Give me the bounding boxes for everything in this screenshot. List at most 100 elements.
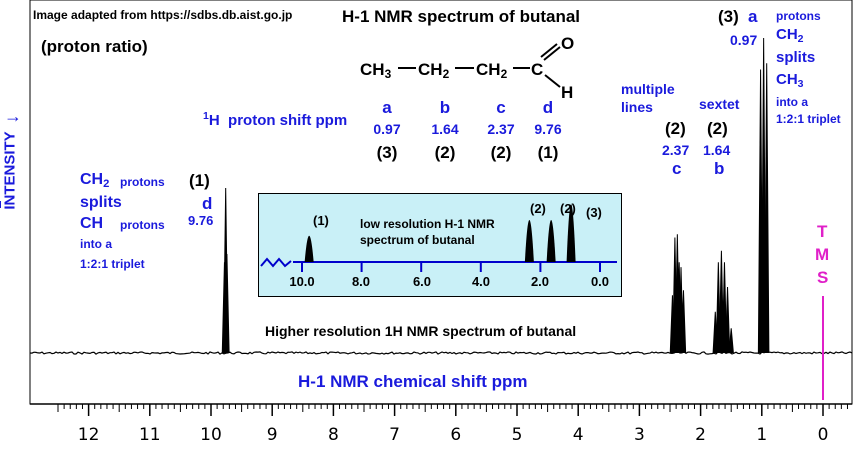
multiple-line1: multiple [621,81,675,97]
inset-tick-label: 10.0 [289,274,315,289]
ald-ch2: CH2 [80,171,110,190]
inset-peaks [304,204,576,262]
shift-letter-d: d [542,98,554,117]
shift-ppm-d: 9.76 [534,121,562,137]
multiple-line2: lines [621,99,653,115]
shift-ratio-b: (2) [434,143,456,162]
shift-ppm-c: 2.37 [487,121,515,137]
tms-t: T [817,222,828,241]
ch2-group-2: CH2 [476,60,508,81]
inset-peak-label: (3) [586,205,602,220]
ald-protons-2: protons [120,218,165,232]
inset-title-line2: spectrum of butanal [360,233,475,247]
proton-ratio-label: (proton ratio) [41,37,148,56]
ald-ch: CH [80,215,104,232]
low-res-inset: low resolution H-1 NMR spectrum of butan… [258,193,622,297]
x-tick-label: 7 [389,425,400,445]
y-axis-label: INTENSITY [1,131,19,210]
shift-table-label: 1H proton shift ppm [203,110,348,129]
sextet-letter: b [714,159,725,178]
methyl-ppm: 0.97 [730,32,758,48]
x-ticks [57,404,848,416]
inset-peak [304,235,314,262]
source-note: Image adapted from https://sdbs.db.aist.… [33,8,293,22]
tms-m: M [815,245,830,264]
x-tick-label: 2 [695,425,706,445]
inset-peak-label: (2) [530,201,546,216]
x-tick-label: 4 [572,425,584,445]
x-axis-label: H-1 NMR chemical shift ppm [298,372,528,391]
shift-ratio-a: (3) [376,143,398,162]
methyl-ratio: (3) [718,7,739,26]
methyl-ch2: CH2 [776,26,804,45]
sextet-label: sextet [699,96,740,112]
shift-ppm-a: 0.97 [373,121,401,137]
inset-tick-label: 0.0 [590,274,610,289]
methyl-triplet: 1:2:1 triplet [776,112,841,126]
y-axis-arrow-icon: → [4,106,22,126]
inset-peak [546,220,556,262]
methyl-splits: splits [776,49,816,66]
carbonyl-oxygen: O [561,34,575,53]
ald-ratio: (1) [189,171,210,190]
inset-tick-label: 8.0 [351,274,371,289]
inset-axis-break-icon [260,257,292,268]
x-tick-label: 12 [77,425,100,445]
ald-letter: d [202,194,213,213]
ch3-group: CH3 [360,60,392,81]
x-tick-label: 10 [200,425,222,445]
shift-letter-a: a [382,98,392,117]
baseline-trace [29,351,853,355]
x-tick-label: 5 [511,425,523,445]
spectrum-peak-line-b [728,328,734,354]
ald-protons-1: protons [120,175,165,189]
methyl-protons: protons [776,9,821,23]
x-tick-label: 3 [633,425,645,445]
ch2-group-1: CH2 [418,60,450,81]
chart-title: H-1 NMR spectrum of butanal [342,7,581,26]
shift-ratio-d: (1) [537,143,559,162]
inset-plot [260,204,617,272]
spectrum-trace [29,37,853,355]
ald-ppm: 9.76 [188,213,214,228]
aldehyde-hydrogen: H [561,83,574,102]
multiple-letter: c [672,159,682,178]
shift-ppm-b: 1.64 [431,121,459,137]
ald-triplet: 1:2:1 triplet [80,257,145,271]
x-tick-label: 8 [327,425,339,445]
x-tick-label: 11 [138,425,161,445]
inset-peak [524,220,534,262]
spectrum-peak-line-d [224,253,230,354]
inset-peak-label: (1) [313,213,329,228]
x-tick-label: 1 [756,425,768,445]
spectrum-peak-line-b [724,286,731,354]
multiple-ppm: 2.37 [662,142,690,158]
x-tick-label: 6 [450,425,462,445]
sextet-ppm: 1.64 [703,142,731,158]
carbonyl-carbon: C [531,60,544,79]
inset-ticks [301,262,601,272]
shift-letter-c: c [496,98,506,117]
ald-into: into a [80,237,112,251]
inset-peak-label: (2) [560,201,576,216]
inset-tick-label: 4.0 [471,274,491,289]
structure-bonds [398,43,561,88]
multiple-ratio: (2) [665,119,686,138]
spectrum-peak-line-c [680,290,687,354]
x-tick-label: 9 [266,425,278,445]
shift-letter-b: b [439,98,451,117]
sextet-ratio: (2) [707,119,728,138]
shift-ratio-c: (2) [490,143,512,162]
higher-res-label: Higher resolution 1H NMR spectrum of but… [265,323,577,339]
inset-tick-label: 2.0 [530,274,550,289]
inset-peak [566,204,576,262]
spectrum-peak-line-a [763,63,770,354]
tms-s: S [817,268,829,287]
ald-splits: splits [80,194,122,211]
methyl-into: into a [776,95,808,109]
inset-title-line1: low resolution H-1 NMR [360,217,495,231]
methyl-ch3: CH3 [776,71,804,90]
inset-tick-label: 6.0 [412,274,432,289]
